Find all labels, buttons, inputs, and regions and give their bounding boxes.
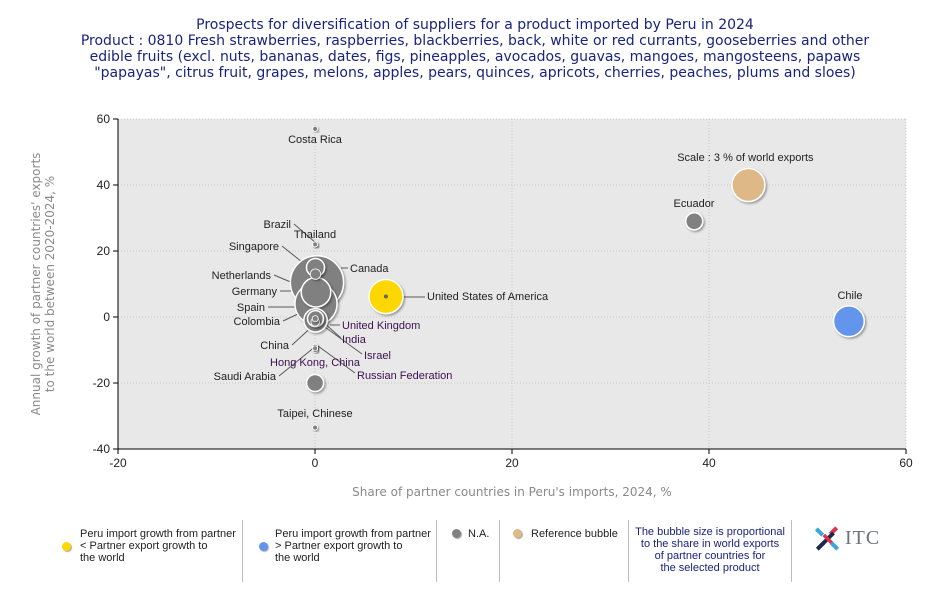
legend-separator [628, 520, 629, 582]
reference-bubble-label: Scale : 3 % of world exports [677, 152, 814, 164]
x-axis-title: Share of partner countries in Peru's imp… [352, 485, 672, 499]
legend-label: > Partner export growth to [275, 540, 403, 552]
bubble [312, 241, 318, 248]
point-label: Germany [232, 286, 278, 298]
yellow-dot-icon [62, 542, 71, 551]
legend-item-lower: Peru import growth from partner < Partne… [42, 520, 242, 582]
chart-subtitle-line: edible fruits (excl. nuts, bananas, date… [89, 49, 861, 65]
bubble [832, 305, 865, 338]
point-label: Ecuador [674, 198, 715, 210]
point-label: Russian Federation [357, 370, 452, 382]
leader-line [293, 223, 317, 244]
bubble-center-dot [383, 294, 388, 299]
x-tick-label: 20 [505, 456, 519, 470]
point-label: Costa Rica [288, 134, 343, 146]
leader-line [278, 345, 317, 377]
x-tick-label: 0 [312, 456, 319, 470]
bubble [305, 373, 325, 393]
legend-note: The bubble size is proportional to the s… [629, 520, 791, 582]
point-label: Netherlands [212, 270, 272, 282]
point-label: Thailand [294, 229, 336, 241]
bubble [312, 125, 318, 132]
y-tick-label: -40 [93, 442, 111, 456]
bubble [312, 424, 318, 431]
legend-label: the world [275, 552, 320, 564]
y-tick-label: 0 [103, 310, 110, 324]
reference-bubble [731, 167, 766, 203]
legend-note-line: of partner countries for [654, 550, 766, 562]
y-axis-title-line: Annual growth of partner countries' expo… [29, 153, 43, 416]
point-label: United Kingdom [342, 320, 420, 332]
legend-note-line: The bubble size is proportional [635, 526, 785, 538]
point-label: Chile [837, 290, 862, 302]
chart-subtitle-line: "papayas", citrus fruit, grapes, melons,… [94, 65, 856, 81]
bubble [684, 212, 704, 231]
point-label: India [342, 334, 367, 346]
y-tick-label: 60 [97, 112, 111, 126]
x-tick-label: -20 [109, 456, 127, 470]
point-label: United States of America [427, 291, 549, 303]
legend-label: Reference bubble [531, 528, 618, 540]
legend-item-reference: Reference bubble [500, 520, 628, 582]
x-tick-label: 40 [702, 456, 716, 470]
legend-label: the world [80, 552, 125, 564]
y-axis-title-line: to the world between 2020-2024, % [43, 176, 57, 392]
tan-dot-icon [513, 529, 522, 538]
legend-note-line: the selected product [660, 562, 760, 574]
itc-logo-text: ITC [845, 527, 881, 549]
legend-label: Peru import growth from partner [275, 528, 431, 540]
legend-separator [499, 520, 500, 582]
legend-separator [436, 520, 437, 582]
y-tick-label: -20 [93, 376, 111, 390]
legend-item-na: N.A. [437, 520, 499, 582]
bubbles [289, 125, 865, 431]
point-label: Colombia [234, 316, 281, 328]
leader-line [281, 245, 303, 263]
bubble [312, 345, 318, 352]
y-tick-label: 20 [97, 244, 111, 258]
point-label: Spain [237, 302, 265, 314]
point-label: Israel [364, 350, 391, 362]
itc-cross-logo-icon [814, 526, 840, 551]
leader-line [317, 345, 356, 374]
point-label: Hong Kong, China [270, 357, 361, 369]
point-label: Saudi Arabia [214, 371, 277, 383]
point-label: Taipei, Chinese [277, 408, 352, 420]
legend-label: N.A. [468, 528, 490, 540]
legend-label: Peru import growth from partner [80, 528, 236, 540]
legend: Peru import growth from partner < Partne… [42, 520, 922, 582]
chart-title-line: Prospects for diversification of supplie… [196, 17, 754, 33]
bubble [309, 268, 322, 280]
point-label: Singapore [229, 241, 279, 253]
chart-title: Prospects for diversification of supplie… [0, 17, 950, 81]
blue-dot-icon [259, 542, 268, 551]
x-tick-label: 60 [899, 456, 913, 470]
legend-separator [791, 520, 792, 582]
point-labels: Scale : 3 % of world exports Chile United … [212, 134, 863, 420]
legend-separator [242, 520, 243, 582]
legend-note-line: to the share in world exports [640, 538, 780, 550]
point-label: China [260, 340, 290, 352]
y-tick-label: 40 [97, 178, 111, 192]
point-label: Canada [350, 263, 389, 275]
chart-subtitle-line: Product : 0810 Fresh strawberries, raspb… [80, 33, 870, 49]
legend-item-higher: Peru import growth from partner > Partne… [243, 520, 436, 582]
bubble [300, 276, 332, 308]
point-label: Brazil [263, 219, 291, 231]
gray-dot-icon [452, 529, 461, 538]
legend-label: < Partner export growth to [80, 540, 208, 552]
bubble [311, 315, 319, 323]
